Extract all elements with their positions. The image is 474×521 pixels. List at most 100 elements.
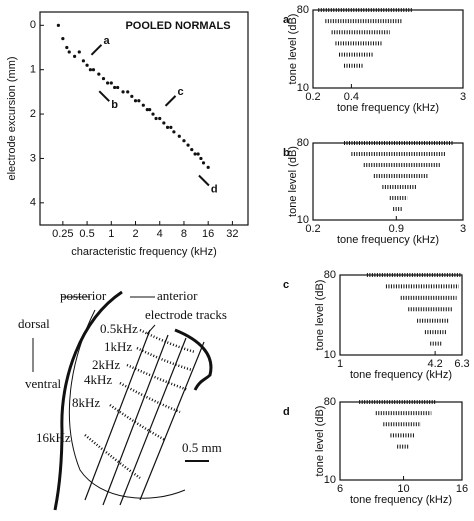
label: dorsal [18,316,50,331]
x-tick-label: 2 [132,228,138,240]
point [206,165,210,169]
point [126,90,130,94]
y-axis-label: electrode excursion (mm) [6,56,18,180]
x-tick-label: 0.9 [389,223,404,235]
label: 2kHz [92,357,120,372]
plot-frame [39,11,249,226]
x-axis-label: tone frequency (kHz) [350,494,452,506]
point [177,134,181,138]
point [145,108,149,112]
x-axis-label: tone frequency (kHz) [337,234,439,246]
x-tick-label: 10 [397,483,409,495]
point [190,147,194,152]
y-axis-label: tone level (dB) [287,14,299,85]
y-tick-label: 0 [30,19,36,31]
point [193,152,197,156]
outline [174,328,213,391]
y-tick-label: 80 [324,396,336,408]
point [73,54,77,58]
y-axis-label: tone level (dB) [314,280,326,351]
x-tick-label: 8 [181,228,187,240]
point [186,143,190,147]
point [141,103,145,107]
x-tick-label: 4.2 [427,358,442,370]
x-tick-label: 0.2 [305,91,320,103]
point-label: d [211,183,218,195]
plot-frame [339,401,463,481]
point-label: b [111,99,118,111]
point [172,130,176,134]
y-axis-label: tone level (dB) [314,406,326,477]
label: electrode tracks [145,307,227,322]
point [133,99,138,103]
x-tick-label: 4 [157,228,163,240]
x-tick-label: 16 [202,228,214,240]
label: 8kHz [72,395,100,410]
point [67,50,71,54]
arrow [198,174,210,187]
x-tick-label: 16 [456,483,468,495]
panel-label: a [283,14,290,26]
arrow [164,95,177,107]
label: anterior [157,288,198,303]
electrode-tracks [84,329,205,506]
point [201,161,206,165]
panel-label: b [283,147,290,159]
x-tick-label: 3 [460,91,466,103]
note: POOLED NORMALS [125,20,230,32]
x-tick-label: 3 [460,223,466,235]
point [65,45,69,50]
point [158,116,162,121]
label: ventral [25,376,61,391]
arrow [90,44,103,56]
y-tick-label: 80 [297,137,309,149]
x-tick-label: 32 [226,228,238,240]
x-tick-label: 6.3 [454,358,469,370]
x-tick-label: 1 [108,228,114,240]
panel-label: c [283,279,289,291]
point [97,72,101,76]
point [101,76,106,81]
x-tick-label: 1 [337,358,343,370]
point [56,23,60,27]
point [85,63,89,67]
point [130,94,134,98]
arrow [98,90,110,102]
point [88,68,93,72]
x-axis-label: tone frequency (kHz) [350,369,452,381]
outline [68,309,186,499]
y-tick-label: 2 [30,108,36,120]
point [182,139,186,143]
panel-label: d [283,406,290,418]
point [113,85,117,90]
y-tick-label: 1 [30,64,36,76]
point [151,112,155,116]
point [169,125,173,129]
point [196,152,200,156]
y-tick-label: 3 [30,152,36,164]
label: 4kHz [84,372,112,387]
point [137,99,141,103]
point [162,121,166,125]
point [199,156,203,161]
point [81,59,85,63]
plot-frame [339,274,463,356]
x-tick-label: 0.4 [344,91,359,103]
point [165,125,170,129]
diagram [32,290,213,511]
point [116,85,120,90]
outline [53,290,123,511]
y-tick-label: 10 [324,349,336,361]
plot-frame [312,142,464,221]
label: posterior [60,288,107,303]
point [91,68,96,72]
y-tick-label: 10 [297,214,309,226]
point [77,50,81,54]
y-tick-label: 10 [324,474,336,486]
isofrequency-lines [84,328,196,480]
label: 0.5 mm [182,440,222,455]
point [154,116,158,121]
point-label: c [178,86,184,98]
label: 16kHz [36,430,71,445]
label: 0.5kHz [100,321,138,336]
